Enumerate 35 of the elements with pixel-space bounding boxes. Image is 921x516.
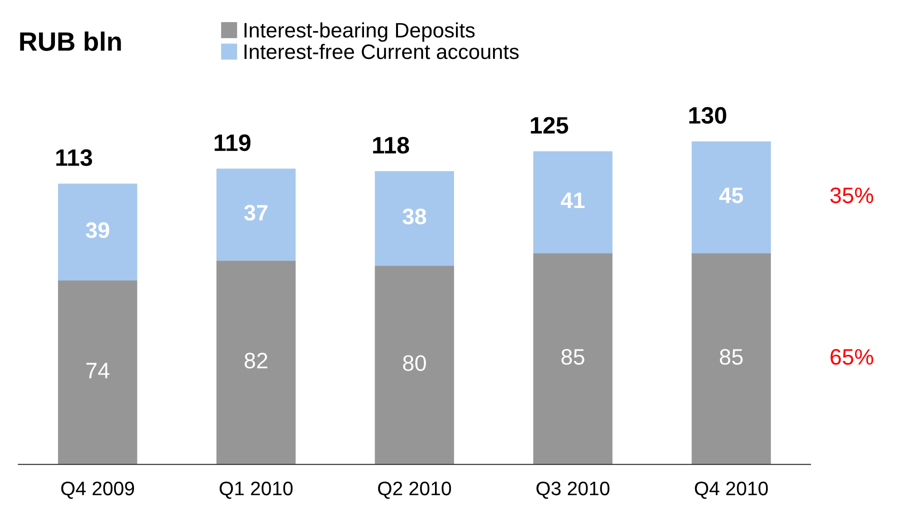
- bar: [58, 280, 138, 464]
- chart-title: RUB bln: [20, 32, 121, 51]
- data-label: 80: [403, 355, 426, 371]
- data-label: 45: [719, 188, 744, 204]
- data-label: 85: [720, 349, 743, 365]
- text: 35%: [830, 187, 874, 204]
- legend-label: Interest-free Current accounts: [244, 44, 519, 60]
- bar: [216, 260, 296, 464]
- data-label: 37: [244, 204, 268, 221]
- bar: [533, 151, 612, 254]
- x-tick-label: Q3 2010: [536, 482, 610, 499]
- total-label: 130: [689, 107, 726, 124]
- total-label: 113: [56, 149, 92, 166]
- bar: [692, 253, 771, 464]
- total-label: 119: [214, 134, 250, 152]
- legend-label: Interest-bearing Deposits: [244, 22, 475, 42]
- bar: [374, 171, 454, 266]
- total-label: 125: [530, 116, 568, 134]
- text: 65%: [830, 349, 874, 365]
- data-label: 74: [86, 362, 110, 378]
- x-tick-label: Q4 2009: [61, 482, 134, 499]
- total-label: 118: [373, 136, 410, 154]
- data-label: 41: [560, 192, 585, 208]
- data-label: 38: [402, 208, 426, 224]
- data-label: 39: [86, 222, 110, 238]
- bar: [692, 141, 771, 254]
- bar: [374, 266, 454, 464]
- data-label: 85: [561, 349, 584, 365]
- bar: [533, 253, 612, 464]
- x-tick-label: Q1 2010: [220, 482, 293, 499]
- x-tick-label: Q4 2010: [694, 482, 768, 499]
- bar: [216, 168, 296, 261]
- x-tick-label: Q2 2010: [378, 482, 451, 499]
- bar: [58, 184, 138, 281]
- data-label: 82: [244, 352, 268, 368]
